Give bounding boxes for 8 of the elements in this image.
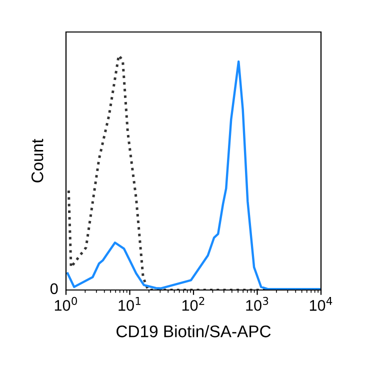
x-tick-label: 10$^{0}$ xyxy=(54,296,78,311)
y-axis-title: Count xyxy=(31,138,44,182)
x-tick-label: 10$^{2}$ xyxy=(182,296,204,311)
x-tick-label: 10$^{4}$ xyxy=(310,297,332,311)
x-tick-label: 10$^{3}$ xyxy=(246,296,268,311)
text: 0 xyxy=(50,283,58,294)
x-tick-label: 10$^{1}$ xyxy=(118,297,140,311)
x-axis-title: CD19 Biotin/SA-APC xyxy=(116,325,271,338)
